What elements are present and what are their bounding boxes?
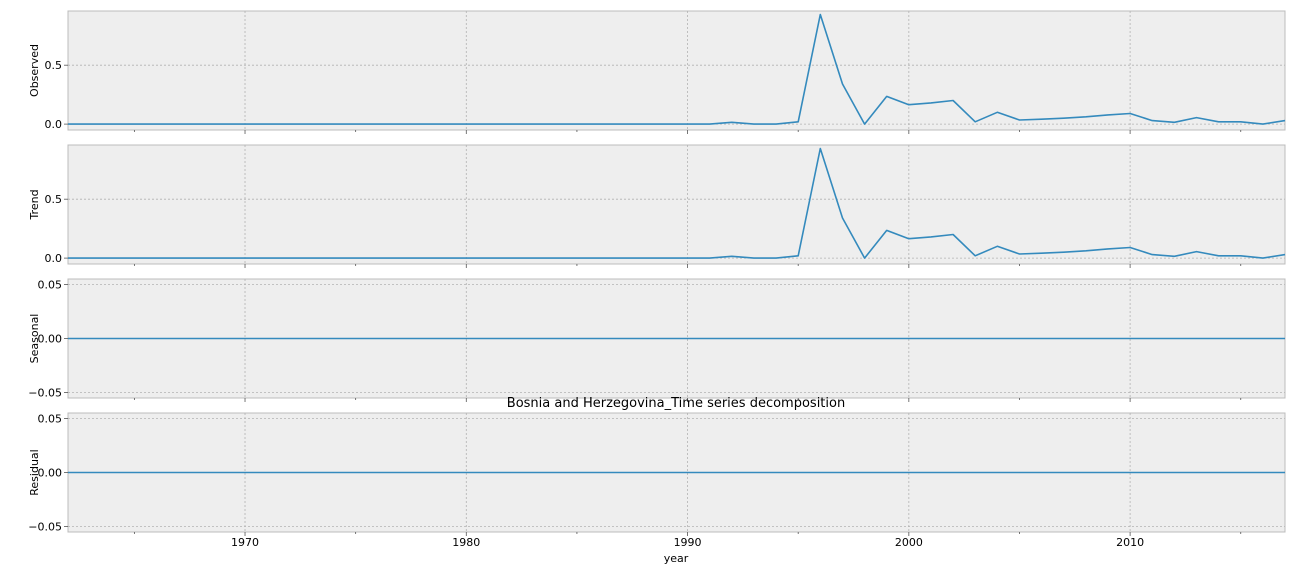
panel-background <box>68 145 1285 264</box>
x-tick-label: 1990 <box>674 536 702 549</box>
x-tick-label: 2010 <box>1116 536 1144 549</box>
y-axis-label: Seasonal <box>28 314 41 364</box>
x-tick-label: 1980 <box>452 536 480 549</box>
panel-background <box>68 11 1285 130</box>
y-axis-label: Observed <box>28 44 41 97</box>
y-tick-label: −0.05 <box>28 387 62 400</box>
y-tick-label: 0.5 <box>45 193 63 206</box>
y-tick-label: 0.05 <box>38 412 63 425</box>
y-tick-label: 0.00 <box>38 467 63 480</box>
y-axis-label: Residual <box>28 449 41 495</box>
panel-observed: 0.0 0.5 Observed <box>28 11 1285 134</box>
y-tick-label: 0.5 <box>45 59 63 72</box>
y-tick-label: 0.0 <box>45 252 63 265</box>
x-axis-label: year <box>664 552 689 565</box>
x-tick-label: 2000 <box>895 536 923 549</box>
panel-residual: 0.05 0.00 −0.05 Residual <box>28 412 1285 536</box>
panel-trend: 0.0 0.5 Trend <box>28 145 1285 268</box>
y-tick-label: 0.0 <box>45 118 63 131</box>
panel-seasonal: 0.05 0.00 −0.05 Seasonal <box>28 278 1285 402</box>
x-tick-label: 1970 <box>231 536 259 549</box>
y-tick-label: 0.05 <box>38 278 63 291</box>
chart-title: Bosnia and Herzegovina_Time series decom… <box>507 396 845 411</box>
y-tick-label: 0.00 <box>38 333 63 346</box>
y-tick-label: −0.05 <box>28 521 62 534</box>
y-axis-label: Trend <box>28 189 41 220</box>
